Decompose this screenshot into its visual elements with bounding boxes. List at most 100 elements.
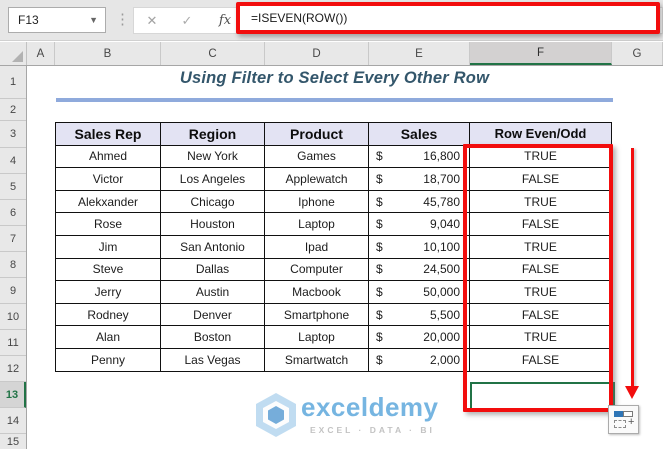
sales-amount: 50,000 [423,284,460,299]
cell-region[interactable]: Los Angeles [160,167,265,191]
cell-sales[interactable]: $24,500 [368,257,470,282]
currency-symbol: $ [376,284,383,299]
cell-region[interactable]: Houston [160,212,265,236]
row-header-15[interactable]: 15 [0,434,26,449]
column-header-d[interactable]: D [265,42,369,65]
cell-sales[interactable]: $10,100 [368,234,470,259]
sales-amount: 10,100 [423,239,460,254]
cell-sales-rep[interactable]: Ahmed [55,144,161,169]
column-header-c[interactable]: C [161,42,265,65]
sales-amount: 20,000 [423,330,460,345]
cell-sales-rep[interactable]: Alan [55,325,161,349]
column-header-a[interactable]: A [27,42,55,65]
cell-product[interactable]: Laptop [264,212,369,236]
table-header-cell[interactable]: Product [264,122,369,146]
table-row: Ahmed New York Games $16,800 TRUE [55,144,612,169]
name-box[interactable]: F13 ▼ [8,7,106,33]
row-header-11[interactable]: 11 [0,330,26,356]
cell-region[interactable]: Denver [160,302,265,327]
cell-product[interactable]: Smartphone [264,302,369,327]
column-highlight-annotation [463,144,613,412]
cell-product[interactable]: Games [264,144,369,169]
row-header-3[interactable]: 3 [0,121,26,148]
autofill-plus-icon: + [628,416,635,428]
column-header-e[interactable]: E [369,42,470,65]
cell-product[interactable]: Smartwatch [264,347,369,372]
cell-region[interactable]: New York [160,144,265,169]
currency-symbol: $ [376,352,383,367]
table-body: Ahmed New York Games $16,800 TRUE Victor Los A… [55,144,612,372]
enter-icon[interactable]: ✓ [181,13,193,28]
row-header-7[interactable]: 7 [0,226,26,252]
cell-region[interactable]: Boston [160,325,265,349]
cell-sales[interactable]: $45,780 [368,189,470,214]
cell-sales-rep[interactable]: Alekxander [55,189,161,214]
cell-sales-rep[interactable]: Rodney [55,302,161,327]
cell-row-even-odd[interactable]: FALSE [469,347,612,372]
cell-sales-rep[interactable]: Penny [55,347,161,372]
cell-product[interactable]: Ipad [264,234,369,259]
formula-input[interactable]: =ISEVEN(ROW()) [251,11,348,25]
sales-amount: 24,500 [423,262,460,277]
cell-sales[interactable]: $20,000 [368,325,470,349]
row-header-12[interactable]: 12 [0,356,26,382]
cell-product[interactable]: Applewatch [264,167,369,191]
cell-region[interactable]: Las Vegas [160,347,265,372]
sales-amount: 45,780 [423,194,460,209]
sales-amount: 2,000 [429,352,460,367]
table-header-cell[interactable]: Sales Rep [55,122,161,146]
cell-product[interactable]: Computer [264,257,369,282]
autofill-filled-cell-icon [614,411,623,417]
column-header-f[interactable]: F [470,42,612,65]
sheet-title: Using Filter to Select Every Other Row [179,69,490,87]
cell-sales[interactable]: $9,040 [368,212,470,236]
autofill-empty-cell-icon [623,411,633,417]
cell-sales-rep[interactable]: Steve [55,257,161,282]
autofill-options-button[interactable]: + [608,405,639,434]
row-header-6[interactable]: 6 [0,200,26,226]
cell-region[interactable]: Chicago [160,189,265,214]
row-header-9[interactable]: 9 [0,278,26,304]
row-header-8[interactable]: 8 [0,252,26,278]
row-header-1[interactable]: 1 [0,66,26,99]
cell-region[interactable]: San Antonio [160,234,265,259]
cell-row-even-odd[interactable]: TRUE [469,325,612,349]
data-table: Sales Rep Region Product Sales Row Even/Odd … [55,122,612,372]
name-box-dropdown-icon[interactable]: ▼ [89,15,98,25]
table-header-cell[interactable]: Region [160,122,265,146]
row-header-10[interactable]: 10 [0,304,26,330]
cell-region[interactable]: Austin [160,280,265,304]
cell-row-even-odd[interactable]: TRUE [469,189,612,214]
cell-sales[interactable]: $18,700 [368,167,470,191]
cell-sales[interactable]: $5,500 [368,302,470,327]
cell-sales-rep[interactable]: Jim [55,234,161,259]
row-header-4[interactable]: 4 [0,148,26,174]
row-header-5[interactable]: 5 [0,174,26,200]
cell-product[interactable]: Macbook [264,280,369,304]
cell-sales-rep[interactable]: Victor [55,167,161,191]
sales-amount: 16,800 [423,149,460,164]
cell-row-even-odd[interactable]: TRUE [469,280,612,304]
name-box-value: F13 [18,13,39,27]
cell-product[interactable]: Iphone [264,189,369,214]
row-header-2[interactable]: 2 [0,99,26,121]
sales-amount: 9,040 [429,217,460,232]
row-header-14[interactable]: 14 [0,408,26,434]
cell-region[interactable]: Dallas [160,257,265,282]
title-underline [56,98,613,102]
cell-sales[interactable]: $16,800 [368,144,470,169]
cell-sales[interactable]: $50,000 [368,280,470,304]
row-header-13[interactable]: 13 [0,382,26,408]
cell-sales-rep[interactable]: Rose [55,212,161,236]
select-all-button[interactable] [0,42,27,65]
table-header-cell[interactable]: Sales [368,122,470,146]
cell-sales[interactable]: $2,000 [368,347,470,372]
cell-product[interactable]: Laptop [264,325,369,349]
column-header-g[interactable]: G [612,42,663,65]
table-header-cell[interactable]: Row Even/Odd [469,122,612,146]
cell-sales-rep[interactable]: Jerry [55,280,161,304]
cancel-icon[interactable]: ✕ [146,13,158,28]
column-header-b[interactable]: B [55,42,161,65]
insert-function-icon[interactable]: fx [218,13,232,28]
